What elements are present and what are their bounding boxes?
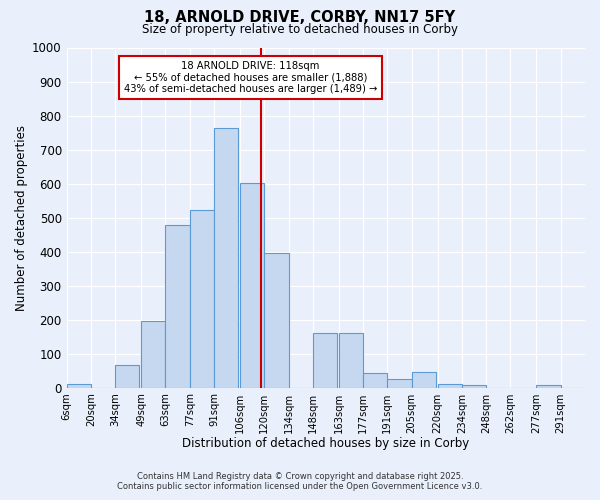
Text: Size of property relative to detached houses in Corby: Size of property relative to detached ho…	[142, 22, 458, 36]
Text: Contains HM Land Registry data © Crown copyright and database right 2025.
Contai: Contains HM Land Registry data © Crown c…	[118, 472, 482, 491]
Bar	[214, 128, 238, 388]
Bar	[115, 366, 139, 388]
Bar	[264, 252, 289, 388]
Bar	[141, 320, 166, 388]
Text: 18, ARNOLD DRIVE, CORBY, NN17 5FY: 18, ARNOLD DRIVE, CORBY, NN17 5FY	[145, 10, 455, 25]
Bar	[363, 374, 388, 388]
Bar	[388, 379, 412, 388]
X-axis label: Distribution of detached houses by size in Corby: Distribution of detached houses by size …	[182, 437, 469, 450]
Bar	[166, 226, 190, 388]
Bar	[190, 210, 214, 388]
Bar	[67, 384, 91, 388]
Text: 18 ARNOLD DRIVE: 118sqm
← 55% of detached houses are smaller (1,888)
43% of semi: 18 ARNOLD DRIVE: 118sqm ← 55% of detache…	[124, 61, 377, 94]
Bar	[339, 333, 363, 388]
Bar	[313, 333, 337, 388]
Bar	[536, 385, 561, 388]
Bar	[412, 372, 436, 388]
Bar	[462, 385, 486, 388]
Y-axis label: Number of detached properties: Number of detached properties	[15, 124, 28, 310]
Bar	[240, 183, 264, 388]
Bar	[437, 384, 462, 388]
